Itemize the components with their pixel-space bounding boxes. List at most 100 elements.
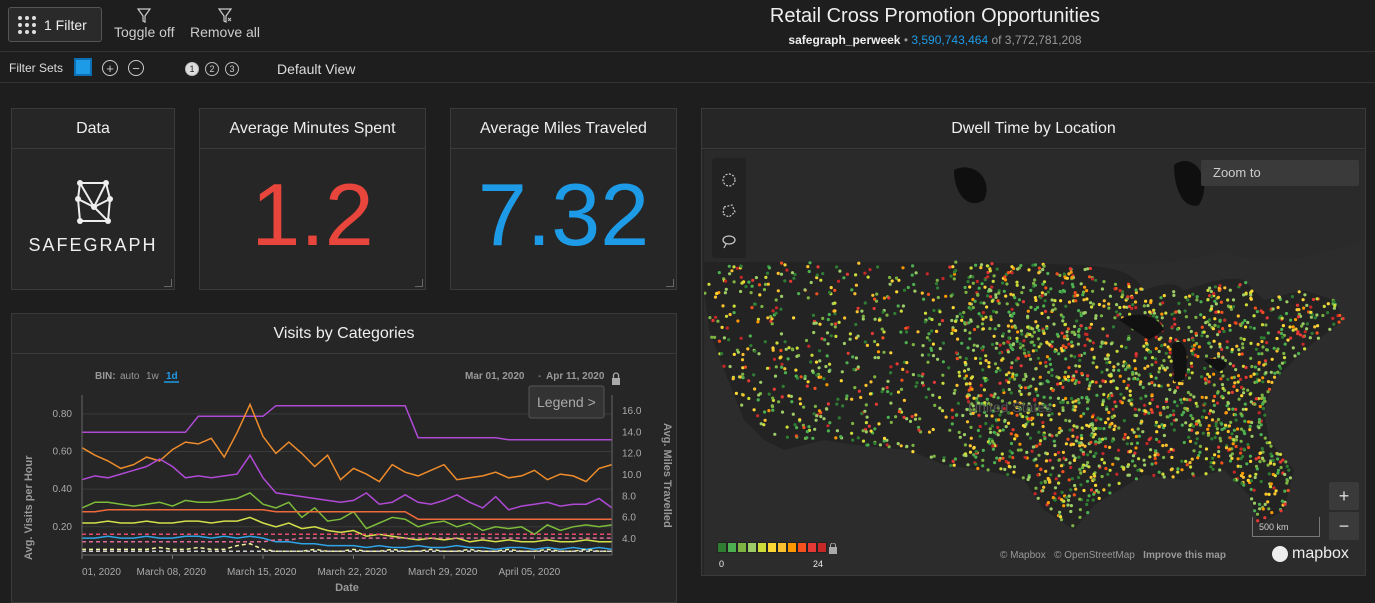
location-dot [1041,424,1045,429]
location-dot [859,395,863,400]
location-dot [716,319,720,323]
filter-set-1[interactable]: 1 [185,62,199,76]
location-dot [1296,330,1300,334]
toggle-off-label: Toggle off [114,24,175,40]
resize-handle[interactable] [666,279,674,287]
series-line-5[interactable] [82,516,612,543]
legend-button[interactable]: Legend > [528,385,605,419]
bin-auto[interactable]: auto [120,371,140,382]
location-dot [1060,349,1064,353]
resize-handle[interactable] [164,279,172,287]
location-dot [956,401,960,405]
map-canvas[interactable]: United States Zoom to + − 500 km 0 24 © … [704,150,1365,575]
date-range-end[interactable]: Apr 11, 2020 [546,371,605,382]
remove-filter-set-button[interactable]: − [128,60,144,76]
add-filter-set-button[interactable]: + [102,60,118,76]
location-dot [1015,267,1020,271]
location-dot [1001,456,1005,460]
y2-axis-label: Avg. Miles Travelled [661,423,673,528]
filter-button[interactable]: 1 Filter [8,7,102,42]
location-dot [1253,509,1257,513]
series-line-4[interactable] [82,509,612,520]
location-dot [997,418,1001,422]
zoom-in-button[interactable]: + [1329,482,1359,510]
location-dot [866,275,870,279]
date-range-start[interactable]: Mar 01, 2020 [465,371,525,382]
polygon-select-icon[interactable] [721,203,737,219]
filter-set-2[interactable]: 2 [205,62,219,76]
circle-select-icon[interactable] [721,172,737,188]
location-dot [1174,338,1178,342]
location-dot [1266,331,1270,335]
location-dot [950,408,954,412]
bin-1w[interactable]: 1w [146,371,160,382]
filter-set-3[interactable]: 3 [225,62,239,76]
location-dot [1301,298,1305,302]
location-dot [1061,288,1065,293]
series-line-1[interactable] [81,402,613,483]
resize-handle[interactable] [415,279,423,287]
location-dot [1015,280,1019,284]
location-dot [1080,371,1084,376]
location-dot [1203,402,1207,406]
legend-lock-icon[interactable] [828,543,838,554]
location-dot [1121,293,1125,297]
location-dot [979,314,983,318]
location-dot [1072,424,1076,428]
location-dot [1227,424,1231,428]
series-line-7[interactable] [82,537,612,543]
location-dot [1074,379,1078,383]
location-dot [1094,380,1098,384]
location-dot [925,272,929,276]
location-dot [1082,290,1086,294]
location-dot [1013,377,1017,381]
location-dot [1053,492,1057,496]
location-dot [932,380,936,384]
location-dot [1237,348,1241,352]
location-dot [998,351,1002,355]
location-dot [1058,400,1063,404]
location-dot [969,266,973,270]
default-view-label[interactable]: Default View [277,61,356,77]
bin-1d[interactable]: 1d [166,371,178,382]
location-dot [1048,458,1052,462]
location-dot [1286,338,1290,342]
toggle-off-button[interactable]: Toggle off [114,8,174,40]
dashboard-subtitle: safegraph_perweek • 3,590,743,464 of 3,7… [700,33,1170,47]
location-dot [1277,330,1281,334]
location-dot [1035,464,1039,468]
location-dot [873,339,877,344]
location-dot [1157,337,1161,341]
series-line-0[interactable] [82,404,612,441]
location-dot [873,297,877,301]
location-dot [1063,275,1067,279]
location-dot [910,273,914,277]
location-dot [785,435,789,439]
location-dot [793,423,797,427]
mapbox-logo[interactable]: mapbox [1272,545,1349,563]
lock-icon[interactable] [612,372,620,385]
location-dot [1134,291,1138,295]
location-dot [724,287,728,291]
series-line-3[interactable] [81,492,613,536]
zoom-to-input[interactable]: Zoom to [1201,160,1359,186]
location-dot [1117,368,1121,372]
attribution-mapbox[interactable]: © Mapbox [1000,550,1046,561]
attribution-osm[interactable]: © OpenStreetMap [1054,550,1135,561]
location-dot [1052,322,1056,326]
series-line-2[interactable] [81,453,613,511]
filter-set-color-swatch[interactable] [74,58,92,76]
zoom-out-button[interactable]: − [1329,512,1359,540]
series-line-6[interactable] [82,535,613,551]
location-dot [1149,299,1153,303]
location-dot [901,304,905,308]
location-dot [1067,478,1071,482]
lasso-select-icon[interactable] [721,234,737,250]
attribution-improve[interactable]: Improve this map [1143,550,1226,561]
location-dot [853,292,857,296]
location-dot [1211,399,1215,403]
location-dot [1276,370,1280,374]
location-dot [1206,427,1210,431]
remove-all-button[interactable]: Remove all [190,8,260,40]
series-line-8[interactable] [82,542,612,552]
